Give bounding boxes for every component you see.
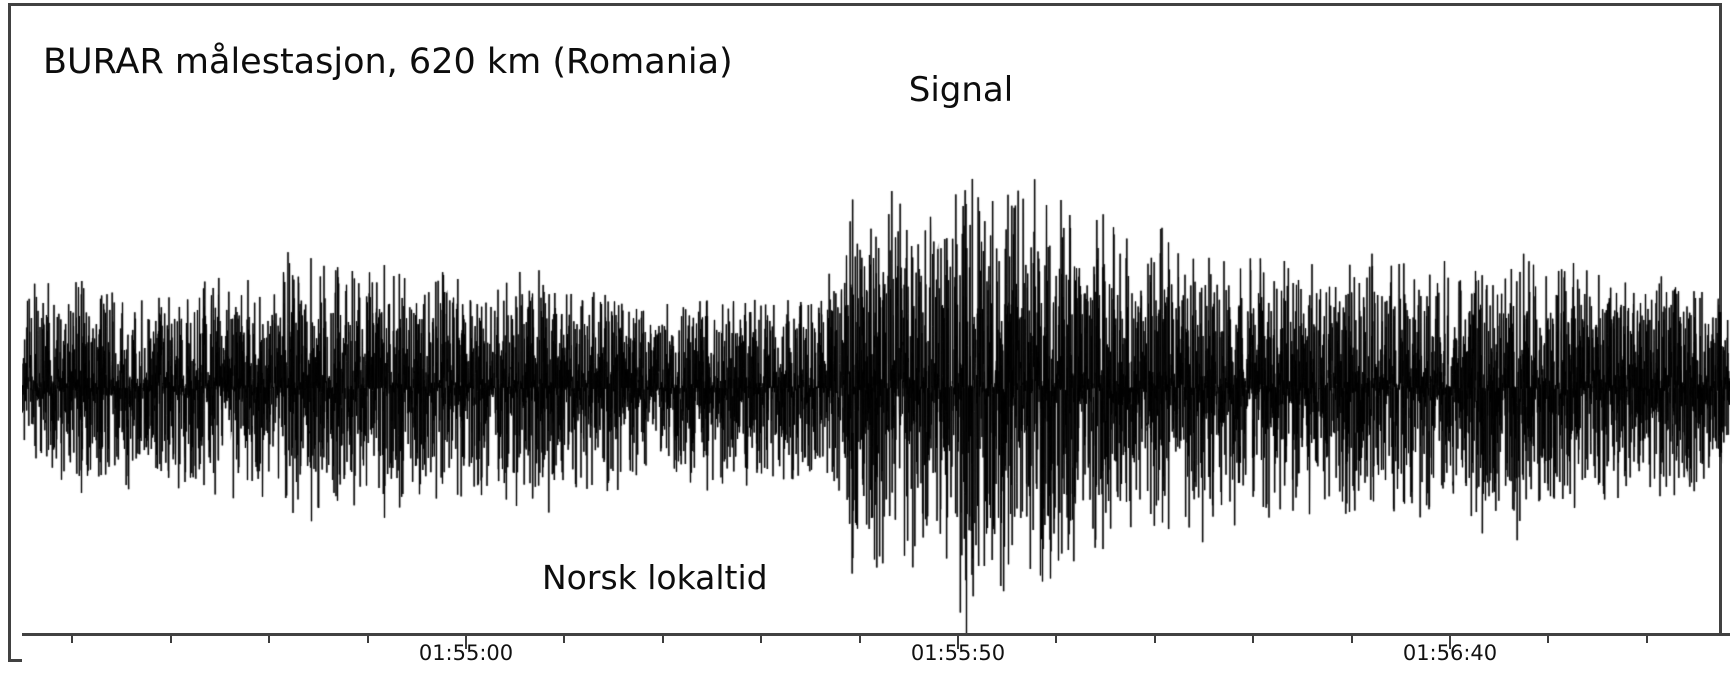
x-minor-tick: [366, 636, 369, 643]
x-tick-label: 01:56:40: [1402, 641, 1498, 665]
x-major-tick: [465, 636, 467, 649]
chart-title: BURAR målestasjon, 620 km (Romania): [43, 42, 733, 82]
x-minor-tick: [71, 636, 74, 643]
plot-box: 01:55:00 01:55:50 01:56:40: [8, 3, 1730, 665]
x-tick-label: 01:55:50: [910, 641, 1006, 665]
x-tick-label: 01:55:00: [418, 641, 514, 665]
signal-annotation: Signal: [908, 70, 1014, 110]
x-minor-tick: [858, 636, 861, 643]
time-axis: 01:55:00 01:55:50 01:56:40: [22, 633, 1730, 665]
x-minor-tick: [268, 636, 271, 643]
x-minor-tick: [563, 636, 566, 643]
seismogram-trace: [22, 12, 1730, 633]
x-minor-tick: [1252, 636, 1255, 643]
x-major-tick: [957, 636, 959, 649]
x-minor-tick: [1645, 636, 1648, 643]
x-minor-tick: [1547, 636, 1550, 643]
x-minor-tick: [169, 636, 172, 643]
xaxis-caption: Norsk lokaltid: [542, 558, 768, 597]
x-major-tick: [1449, 636, 1451, 649]
x-minor-tick: [1350, 636, 1353, 643]
x-minor-tick: [1153, 636, 1156, 643]
x-minor-tick: [1055, 636, 1058, 643]
x-minor-tick: [760, 636, 763, 643]
x-minor-tick: [661, 636, 664, 643]
